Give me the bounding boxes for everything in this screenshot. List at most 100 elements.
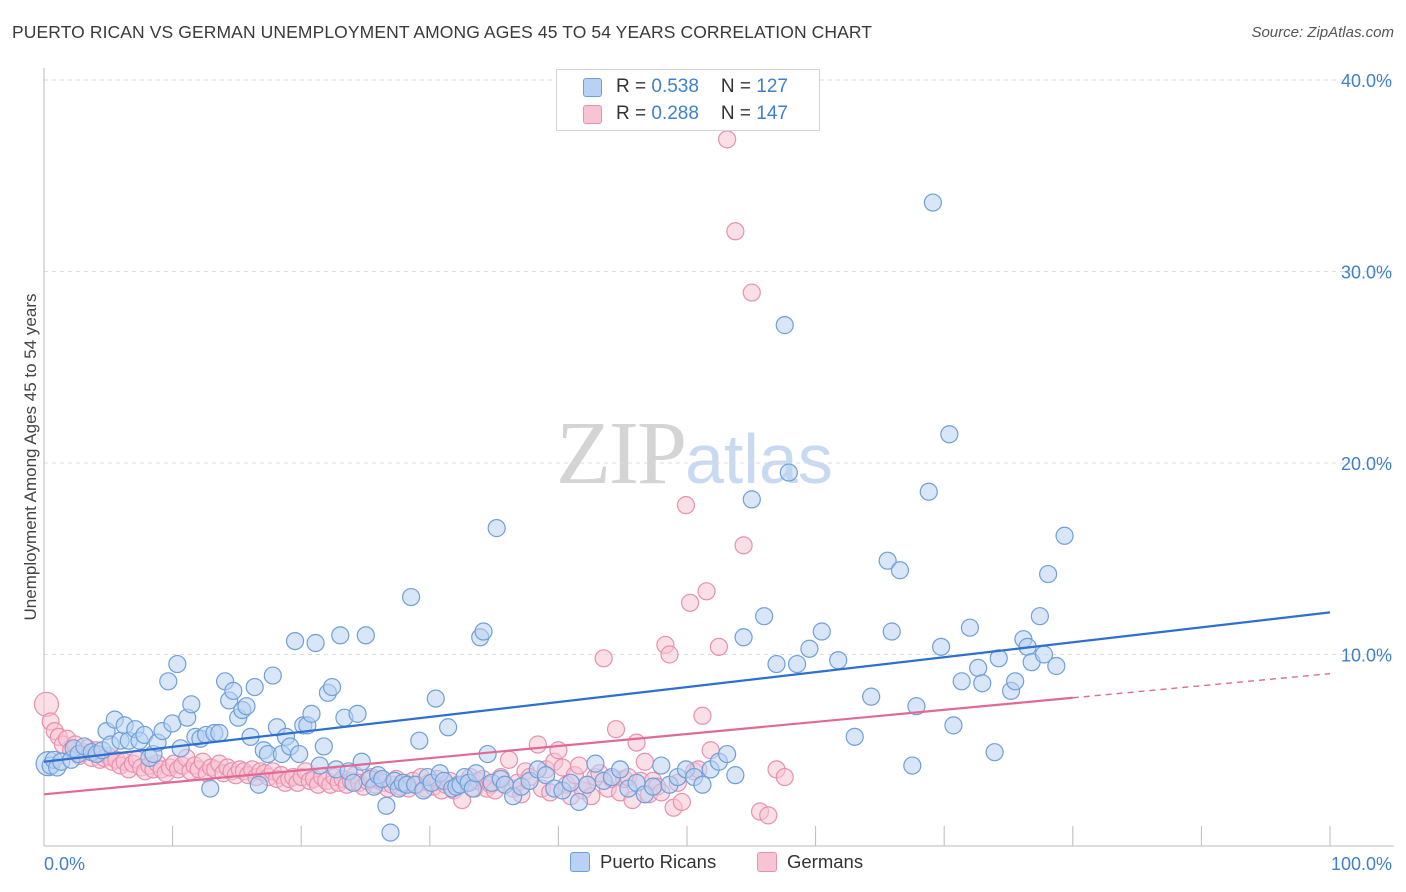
german-point: [606, 720, 626, 739]
y-tick-label: 40.0%: [1341, 71, 1392, 91]
puerto-rican-point: [381, 823, 400, 842]
series-swatch-blue: [570, 852, 590, 872]
tick-labels: 10.0% 20.0% 30.0% 40.0% 0.0% 100.0% Unemployme…: [21, 71, 1392, 874]
puerto-rican-point: [377, 796, 396, 815]
germans-trend-line-extension: [1072, 672, 1331, 699]
german-point: [718, 130, 737, 149]
puerto-rican-point: [401, 587, 421, 607]
german-point: [742, 283, 761, 302]
puerto-rican-point: [356, 626, 375, 645]
series-legend-puerto-ricans[interactable]: Puerto Ricans: [570, 851, 716, 873]
puerto-rican-point: [969, 658, 988, 678]
puerto-rican-point: [536, 766, 556, 785]
german-point: [726, 222, 745, 241]
puerto-rican-point: [168, 654, 187, 674]
puerto-rican-point: [466, 764, 486, 783]
puerto-rican-point: [1055, 526, 1074, 545]
puerto-rican-point: [611, 760, 630, 779]
legend-r-value: 0.288: [651, 103, 699, 124]
puerto-ricans-trend-line: [43, 611, 1331, 763]
german-point: [709, 637, 728, 656]
puerto-rican-point: [463, 779, 482, 798]
german-point: [33, 691, 60, 717]
source-credit: Source: ZipAtlas.com: [1251, 24, 1394, 41]
german-point: [672, 792, 691, 812]
x-tick-label-min: 0.0%: [44, 854, 85, 874]
puerto-rican-point: [245, 677, 264, 697]
puerto-rican-point: [734, 628, 753, 647]
puerto-rican-point: [171, 739, 190, 758]
x-tick-label-max: 100.0%: [1331, 854, 1392, 874]
germans-points: [33, 130, 794, 825]
puerto-rican-point: [314, 737, 333, 756]
y-tick-label: 20.0%: [1341, 454, 1392, 474]
puerto-rican-point: [224, 681, 243, 700]
puerto-rican-point: [890, 561, 910, 580]
legend-r-label: R =: [616, 76, 652, 97]
puerto-rican-point: [960, 618, 980, 637]
y-axis-title: Unemployment Among Ages 45 to 54 years: [21, 294, 40, 621]
puerto-rican-point: [775, 316, 794, 335]
legend-n-label: N =: [720, 76, 757, 97]
puerto-rican-point: [487, 519, 506, 538]
puerto-rican-point: [310, 756, 329, 775]
puerto-rican-point: [919, 482, 938, 501]
german-point: [594, 649, 613, 668]
puerto-rican-point: [862, 687, 881, 706]
german-point: [528, 735, 547, 754]
puerto-rican-point: [923, 193, 942, 212]
correlation-legend: R = 0.538 N = 127 R = 0.288 N = 147: [556, 69, 820, 131]
german-point: [569, 756, 589, 775]
legend-n-label: N =: [720, 103, 757, 124]
puerto-rican-point: [426, 689, 445, 708]
puerto-rican-point: [344, 773, 363, 792]
puerto-rican-point: [940, 425, 959, 444]
puerto-rican-point: [1047, 656, 1066, 676]
puerto-rican-point: [787, 654, 807, 674]
puerto-rican-point: [932, 637, 951, 656]
puerto-rican-point: [1030, 607, 1049, 626]
trend-lines: [43, 611, 1331, 796]
puerto-rican-point: [882, 622, 901, 641]
y-tick-label: 30.0%: [1341, 263, 1392, 283]
german-point: [775, 767, 794, 787]
puerto-rican-point: [952, 672, 971, 691]
puerto-rican-point: [569, 792, 589, 812]
puerto-rican-point: [586, 754, 605, 773]
puerto-rican-point: [474, 622, 493, 641]
puerto-rican-point: [290, 744, 309, 764]
puerto-rican-point: [779, 463, 798, 482]
german-point: [627, 733, 646, 752]
puerto-rican-point: [973, 674, 992, 693]
puerto-rican-point: [561, 773, 580, 792]
german-point: [680, 593, 700, 612]
grid-lines: [44, 79, 1394, 655]
germans-trend-line: [43, 696, 1073, 796]
legend-r-label: R =: [616, 103, 652, 124]
puerto-rican-point: [800, 639, 819, 658]
legend-r-value: 0.538: [651, 76, 699, 97]
german-point: [734, 536, 753, 555]
german-point: [660, 645, 679, 664]
puerto-rican-point: [237, 697, 256, 716]
puerto-rican-point: [829, 651, 848, 670]
puerto-rican-point: [643, 777, 663, 796]
puerto-rican-point: [302, 704, 321, 723]
puerto-rican-point: [726, 766, 745, 785]
series-label: Germans: [787, 851, 864, 872]
puerto-rican-point: [182, 695, 201, 714]
puerto-rican-point: [755, 607, 774, 626]
german-point: [697, 582, 716, 601]
series-swatch-pink: [757, 852, 777, 872]
puerto-rican-point: [210, 723, 229, 743]
puerto-rican-point: [578, 775, 597, 794]
german-point: [635, 752, 654, 771]
german-point: [693, 706, 712, 725]
series-legend-germans[interactable]: Germans: [757, 851, 863, 873]
german-point: [549, 741, 568, 760]
y-tick-label: 10.0%: [1341, 646, 1392, 666]
puerto-rican-point: [201, 779, 220, 798]
puerto-rican-point: [693, 775, 712, 794]
puerto-rican-point: [878, 551, 897, 570]
puerto-rican-point: [907, 697, 926, 716]
